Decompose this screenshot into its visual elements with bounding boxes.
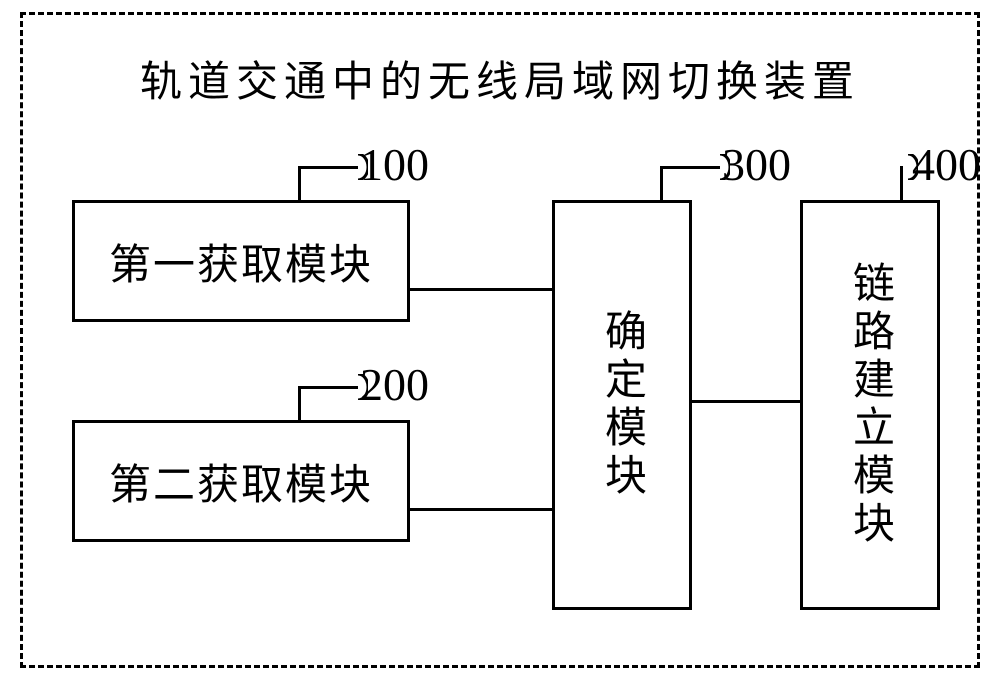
block-label: 链路建立模块 [840,261,901,549]
diagram-canvas: 轨道交通中的无线局域网切换装置 第一获取模块 100 第二获取模块 200 确定… [0,0,1000,692]
leader-v-100 [298,166,301,200]
ref-label-200: 200 [360,358,429,411]
ref-label-300: 300 [722,138,791,191]
ref-label-400: 400 [912,138,981,191]
block-first-acquire: 第一获取模块 [72,200,410,322]
block-label: 确定模块 [592,309,653,501]
diagram-title: 轨道交通中的无线局域网切换装置 [90,48,910,109]
block-second-acquire: 第二获取模块 [72,420,410,542]
connector-200-300 [410,508,552,511]
block-link-establish: 链路建立模块 [800,200,940,610]
ref-label-100: 100 [360,138,429,191]
block-label: 第二获取模块 [109,451,373,512]
leader-v-200 [298,386,301,420]
block-determine: 确定模块 [552,200,692,610]
connector-300-400 [692,400,800,403]
leader-v-300 [660,166,663,200]
connector-100-300 [410,288,552,291]
block-label: 第一获取模块 [109,231,373,292]
